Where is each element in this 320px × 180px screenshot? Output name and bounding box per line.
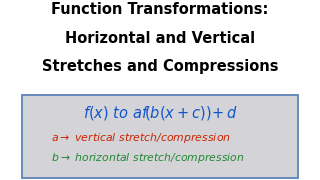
Text: Stretches and Compressions: Stretches and Compressions	[42, 59, 278, 74]
Text: Horizontal and Vertical: Horizontal and Vertical	[65, 31, 255, 46]
Text: $b \rightarrow$ horizontal stretch/compression: $b \rightarrow$ horizontal stretch/compr…	[51, 151, 245, 165]
FancyBboxPatch shape	[22, 95, 298, 178]
Text: Function Transformations:: Function Transformations:	[51, 2, 269, 17]
Text: $f(x)\ \mathit{to}\ af\!\left(b(x+c)\right)\!+d$: $f(x)\ \mathit{to}\ af\!\left(b(x+c)\rig…	[83, 103, 237, 122]
Text: $a \rightarrow$ vertical stretch/compression: $a \rightarrow$ vertical stretch/compres…	[51, 131, 231, 145]
